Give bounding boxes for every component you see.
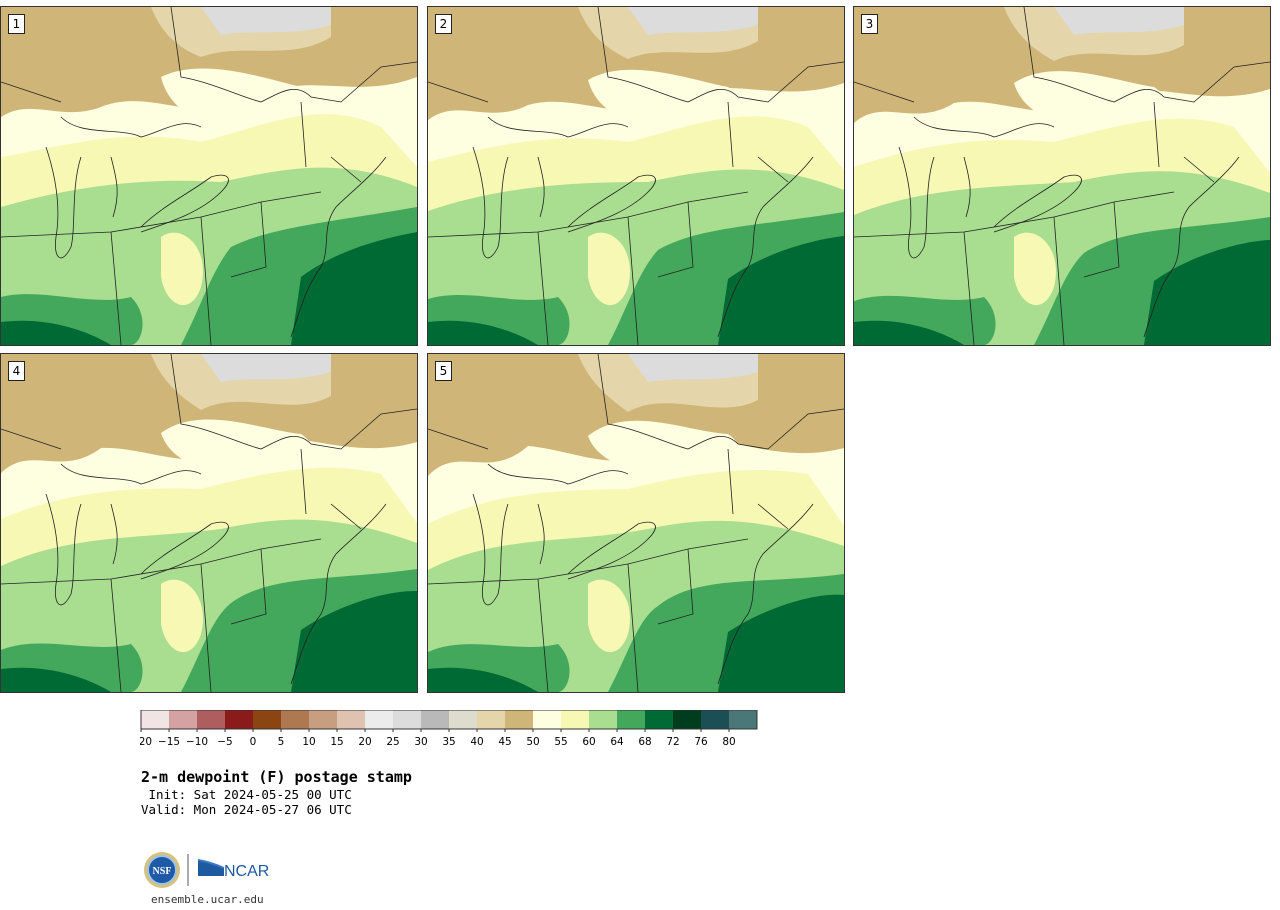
- dewpoint-colorbar: −20 −15 −10 −5 0 5 10 15 20 25 30 35 40 45 50 55 60 64 68 7…: [140, 710, 758, 748]
- moist-region: [588, 420, 740, 480]
- dewpoint-68-region: [1, 667, 111, 692]
- colorbar-swatch: [449, 710, 477, 729]
- colorbar-swatch: [337, 710, 365, 729]
- site-url: ensemble.ucar.edu: [151, 893, 264, 906]
- dewpoint-55-region: [1014, 232, 1056, 306]
- dewpoint-68-region: [718, 594, 844, 692]
- colorbar-swatch: [309, 710, 337, 729]
- colorbar-tick-label: 68: [638, 736, 651, 748]
- colorbar-swatch: [645, 710, 673, 729]
- map-panel-5: 5: [427, 353, 845, 693]
- panel-number-label: 4: [8, 361, 25, 381]
- very-dry-region: [628, 354, 758, 382]
- colorbar-swatch: [561, 710, 589, 729]
- panel-number-label: 2: [435, 14, 452, 34]
- colorbar-tick-label: −20: [140, 736, 152, 748]
- ncar-logo: NCAR: [197, 859, 269, 880]
- moist-region: [161, 419, 313, 480]
- colorbar-tick-label: 76: [694, 736, 708, 748]
- map-panel-1: 1: [0, 6, 418, 346]
- colorbar-tick-label: 40: [470, 736, 483, 748]
- colorbar-swatch: [533, 710, 561, 729]
- colorbar-tick-label: 35: [442, 736, 455, 748]
- colorbar-swatch: [421, 710, 449, 729]
- dewpoint-map-5: [428, 354, 844, 692]
- dewpoint-55-region: [588, 579, 630, 653]
- very-dry-region: [201, 354, 331, 382]
- colorbar-tick-label: 45: [498, 736, 511, 748]
- dewpoint-map-2: [428, 7, 844, 345]
- dewpoint-map-4: [1, 354, 417, 692]
- colorbar-swatch: [673, 710, 701, 729]
- colorbar-swatch: [169, 710, 197, 729]
- nsf-logo-text: NSF: [153, 866, 172, 877]
- very-dry-region: [1054, 7, 1184, 35]
- dewpoint-68-region: [1144, 240, 1270, 345]
- colorbar-swatch: [729, 710, 757, 729]
- dewpoint-68-region: [1, 320, 111, 345]
- colorbar-tick-label: −10: [186, 736, 208, 748]
- colorbar-swatch: [393, 710, 421, 729]
- panel-number-label: 3: [861, 14, 878, 34]
- map-panel-3: 3: [853, 6, 1271, 346]
- colorbar-tick-label: 15: [330, 736, 343, 748]
- colorbar-tick-label: 64: [610, 736, 624, 748]
- map-boundaries: [428, 7, 844, 345]
- colorbar-swatch: [701, 710, 729, 729]
- colorbar-swatch: [505, 710, 533, 729]
- colorbar-tick-label: 80: [722, 736, 735, 748]
- colorbar-tick-label: 25: [386, 736, 399, 748]
- very-dry-region: [201, 7, 331, 35]
- panel-number-label: 5: [435, 361, 452, 381]
- colorbar-tick-label: 0: [250, 736, 257, 748]
- dewpoint-55-region: [588, 232, 630, 306]
- map-panel-4: 4: [0, 353, 418, 693]
- ncar-logo-text: NCAR: [224, 863, 269, 880]
- init-time: Init: Sat 2024-05-25 00 UTC: [141, 787, 352, 802]
- dewpoint-68-region: [291, 232, 417, 345]
- colorbar-swatch: [197, 710, 225, 729]
- colorbar-swatch: [253, 710, 281, 729]
- colorbar-tick-label: 30: [414, 736, 427, 748]
- colorbar-tick-label: 55: [554, 736, 567, 748]
- map-panel-2: 2: [427, 6, 845, 346]
- dewpoint-55-region: [161, 579, 203, 653]
- colorbar-swatch: [589, 710, 617, 729]
- colorbar-tick-label: 72: [666, 736, 679, 748]
- dewpoint-map-1: [1, 7, 417, 345]
- colorbar-tick-label: 10: [302, 736, 315, 748]
- figure-title: 2-m dewpoint (F) postage stamp: [141, 768, 412, 786]
- colorbar-swatch: [365, 710, 393, 729]
- valid-time: Valid: Mon 2024-05-27 06 UTC: [141, 802, 352, 817]
- dewpoint-68-region: [291, 590, 417, 692]
- colorbar-tick-label: 5: [278, 736, 285, 748]
- colorbar-tick-label: 20: [358, 736, 371, 748]
- moist-region: [1014, 71, 1166, 133]
- colorbar-swatch: [477, 710, 505, 729]
- map-boundaries: [428, 354, 844, 692]
- colorbar-tick-label: 50: [526, 736, 539, 748]
- map-boundaries: [1, 354, 417, 692]
- dewpoint-68-region: [854, 320, 964, 345]
- dewpoint-map-3: [854, 7, 1270, 345]
- moist-region: [161, 68, 313, 133]
- colorbar-tick-label: 60: [582, 736, 595, 748]
- map-boundaries: [854, 7, 1270, 345]
- panel-number-label: 1: [8, 14, 25, 34]
- colorbar-swatch: [281, 710, 309, 729]
- dewpoint-55-region: [161, 232, 203, 306]
- very-dry-region: [628, 7, 758, 35]
- colorbar-swatch: [141, 710, 169, 729]
- colorbar-swatch: [617, 710, 645, 729]
- colorbar-swatch: [225, 710, 253, 729]
- nsf-logo: NSF: [144, 852, 180, 888]
- nsf-ncar-logo: NSF NCAR: [144, 852, 269, 888]
- colorbar-tick-label: −15: [158, 736, 180, 748]
- dewpoint-68-region: [428, 667, 538, 692]
- moist-region: [588, 69, 740, 133]
- dewpoint-68-region: [718, 236, 844, 345]
- dewpoint-68-region: [428, 320, 538, 345]
- colorbar-tick-label: −5: [217, 736, 232, 748]
- map-boundaries: [1, 7, 417, 345]
